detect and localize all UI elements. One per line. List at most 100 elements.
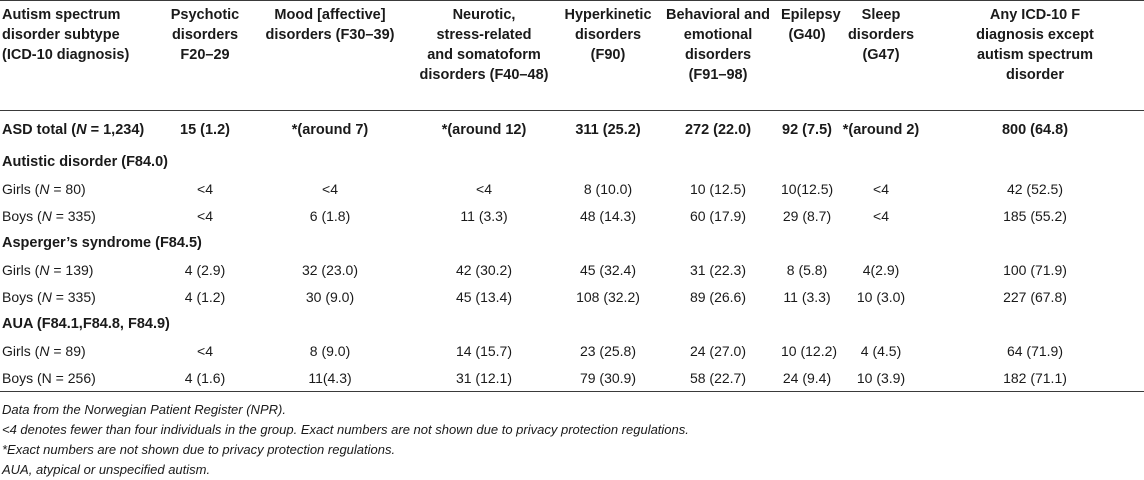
column-header-line: (G40) [788,27,826,43]
column-header-line: Any ICD-10 F [989,7,1081,23]
table-notes: Data from the Norwegian Patient Register… [0,400,1144,480]
table-cell: 6 (1.8) [309,208,351,224]
table-row: Girls (N = 89) <4 8 (9.0) 14 (15.7) 23 (25.8… [0,338,1144,365]
column-header-line: (F90) [590,47,626,63]
table-cell: 11 (3.3) [783,289,831,305]
column-header-line: (F91–98) [688,67,748,83]
note-aua-abbreviation: AUA, atypical or unspecified autism. [2,462,211,477]
column-header-line: disorders [847,27,915,43]
row-label-text: Boys (N = 256) [2,369,96,386]
row-label-text: Boys ( [2,289,42,305]
table-group-heading: AUA (F84.1,F84.8, F84.9) [0,311,1144,338]
table-cell: 89 (26.6) [689,289,747,305]
header-row: Autism spectrum disorder subtype (ICD-10 d… [0,0,1144,111]
table-row: Girls (N = 139) 4 (2.9) 32 (23.0) 42 (30.2)… [0,257,1144,284]
table-cell: 23 (25.8) [579,343,637,359]
column-header-line: stress-related [436,27,532,43]
table-cell: 4 (1.2) [184,289,226,305]
table-cell: 29 (8.7) [782,208,832,224]
table-cell: 31 (12.1) [410,364,558,392]
row-label-n: N [39,262,50,278]
row-label-text: Girls ( [2,262,40,278]
table-cell: 272 (22.0) [684,121,752,138]
column-header: Any ICD-10 F diagnosis except autism spect… [926,0,1144,111]
table-cell: 311 (25.2) [575,121,641,138]
table-cell: 227 (67.8) [1003,289,1067,305]
table-row: Boys (N = 335) 4 (1.2) 30 (9.0) 45 (13.4) 10… [0,284,1144,311]
table-row: Girls (N = 80) <4 <4 <4 8 (10.0) 10 (12.5) 10(… [0,176,1144,203]
row-label: Boys (N = 256) [0,364,160,392]
table-cell: 8 (9.0) [309,343,351,359]
table-cell: 60 (17.9) [689,208,747,224]
table-cell: 32 (23.0) [301,262,359,278]
table-cell: 92 (7.5) [782,121,832,138]
data-table: Autism spectrum disorder subtype (ICD-10 d… [0,0,1144,392]
column-header-line: autism spectrum [976,47,1094,63]
table-cell: <4 [197,343,213,359]
column-header-line: Hyperkinetic [564,7,652,23]
group-title: Autistic disorder (F84.0) [2,154,168,170]
row-label-count: = 89) [49,343,86,359]
column-header-line: disorders (F30–39) [265,27,395,43]
table-cell: 8 (10.0) [583,181,633,197]
table-cell: 14 (15.7) [455,343,513,359]
column-header-line: (G47) [862,47,900,63]
column-header-line: Epilepsy [781,7,841,23]
column-header-line: F20–29 [180,47,230,63]
table-cell: 24 (9.4) [778,364,836,392]
row-label: Boys (N = 335) [0,203,160,230]
column-header: Autism spectrum disorder subtype (ICD-10 d… [0,0,160,111]
table-cell: 10(12.5) [781,181,834,197]
table-cell: <4 [197,181,213,197]
row-label-count: = 139) [49,262,94,278]
column-header: Hyperkinetic disorders (F90) [558,0,658,111]
table-cell: <4 [476,181,492,197]
column-header-line: disorders (F40–48) [419,67,549,83]
table-cell: 42 (30.2) [455,262,513,278]
column-header-line: and somatoform [427,47,541,63]
table-cell: *(around 7) [291,121,369,138]
row-label: Boys (N = 335) [0,284,160,311]
table-cell: 4 (2.9) [184,262,226,278]
column-header-line: Psychotic [170,7,240,23]
table-cell: 11(4.3) [250,364,410,392]
row-label-count: = 1,234) [86,121,145,138]
column-header: Sleep disorders (G47) [836,0,926,111]
note-asterisk: *Exact numbers are not shown due to priv… [2,442,396,457]
row-label-count: = 335) [51,289,96,305]
table-cell: 42 (52.5) [1006,181,1064,197]
table-row-asd-total: ASD total (N = 1,234) 15 (1.2) *(around 7)… [0,111,1144,149]
table-cell: 4 (1.6) [160,364,250,392]
table-group-heading: Asperger’s syndrome (F84.5) [0,230,1144,257]
column-header-line: diagnosis except [976,27,1094,43]
column-header: Neurotic, stress-related and somatoform dis… [410,0,558,111]
row-label-text: ASD total ( [2,121,77,138]
column-header-line: disorders [574,27,642,43]
column-header: Epilepsy (G40) [778,0,841,111]
column-header-line: emotional [683,27,753,43]
table-cell: <4 [873,208,889,224]
table-cell: 30 (9.0) [305,289,355,305]
table-row: Boys (N = 256) 4 (1.6) 11(4.3) 31 (12.1) 79 … [0,364,1144,392]
column-header-line: disorders [171,27,239,43]
table-cell: 15 (1.2) [180,121,230,138]
table-cell: 4 (4.5) [860,343,902,359]
row-label: ASD total (N = 1,234) [0,111,160,149]
table-cell: 10 (12.2) [781,343,838,359]
column-header-line: disorder [1005,67,1064,83]
table-cell: 8 (5.8) [786,262,828,278]
column-header-line: Mood [affective] [274,7,386,23]
table-cell: 24 (27.0) [689,343,747,359]
group-title: Asperger’s syndrome (F84.5) [2,235,202,251]
row-label-n: N [76,121,87,138]
table-cell: 800 (64.8) [1001,121,1069,138]
row-label-text: Girls ( [2,181,40,197]
row-label-text: Girls ( [2,343,40,359]
column-header-line: disorder subtype [2,27,120,43]
column-header-line: Behavioral and [666,7,770,23]
row-label-n: N [39,343,50,359]
table-cell: *(around 12) [441,121,527,138]
table-cell: 79 (30.9) [558,364,658,392]
table-cell: <4 [197,208,213,224]
